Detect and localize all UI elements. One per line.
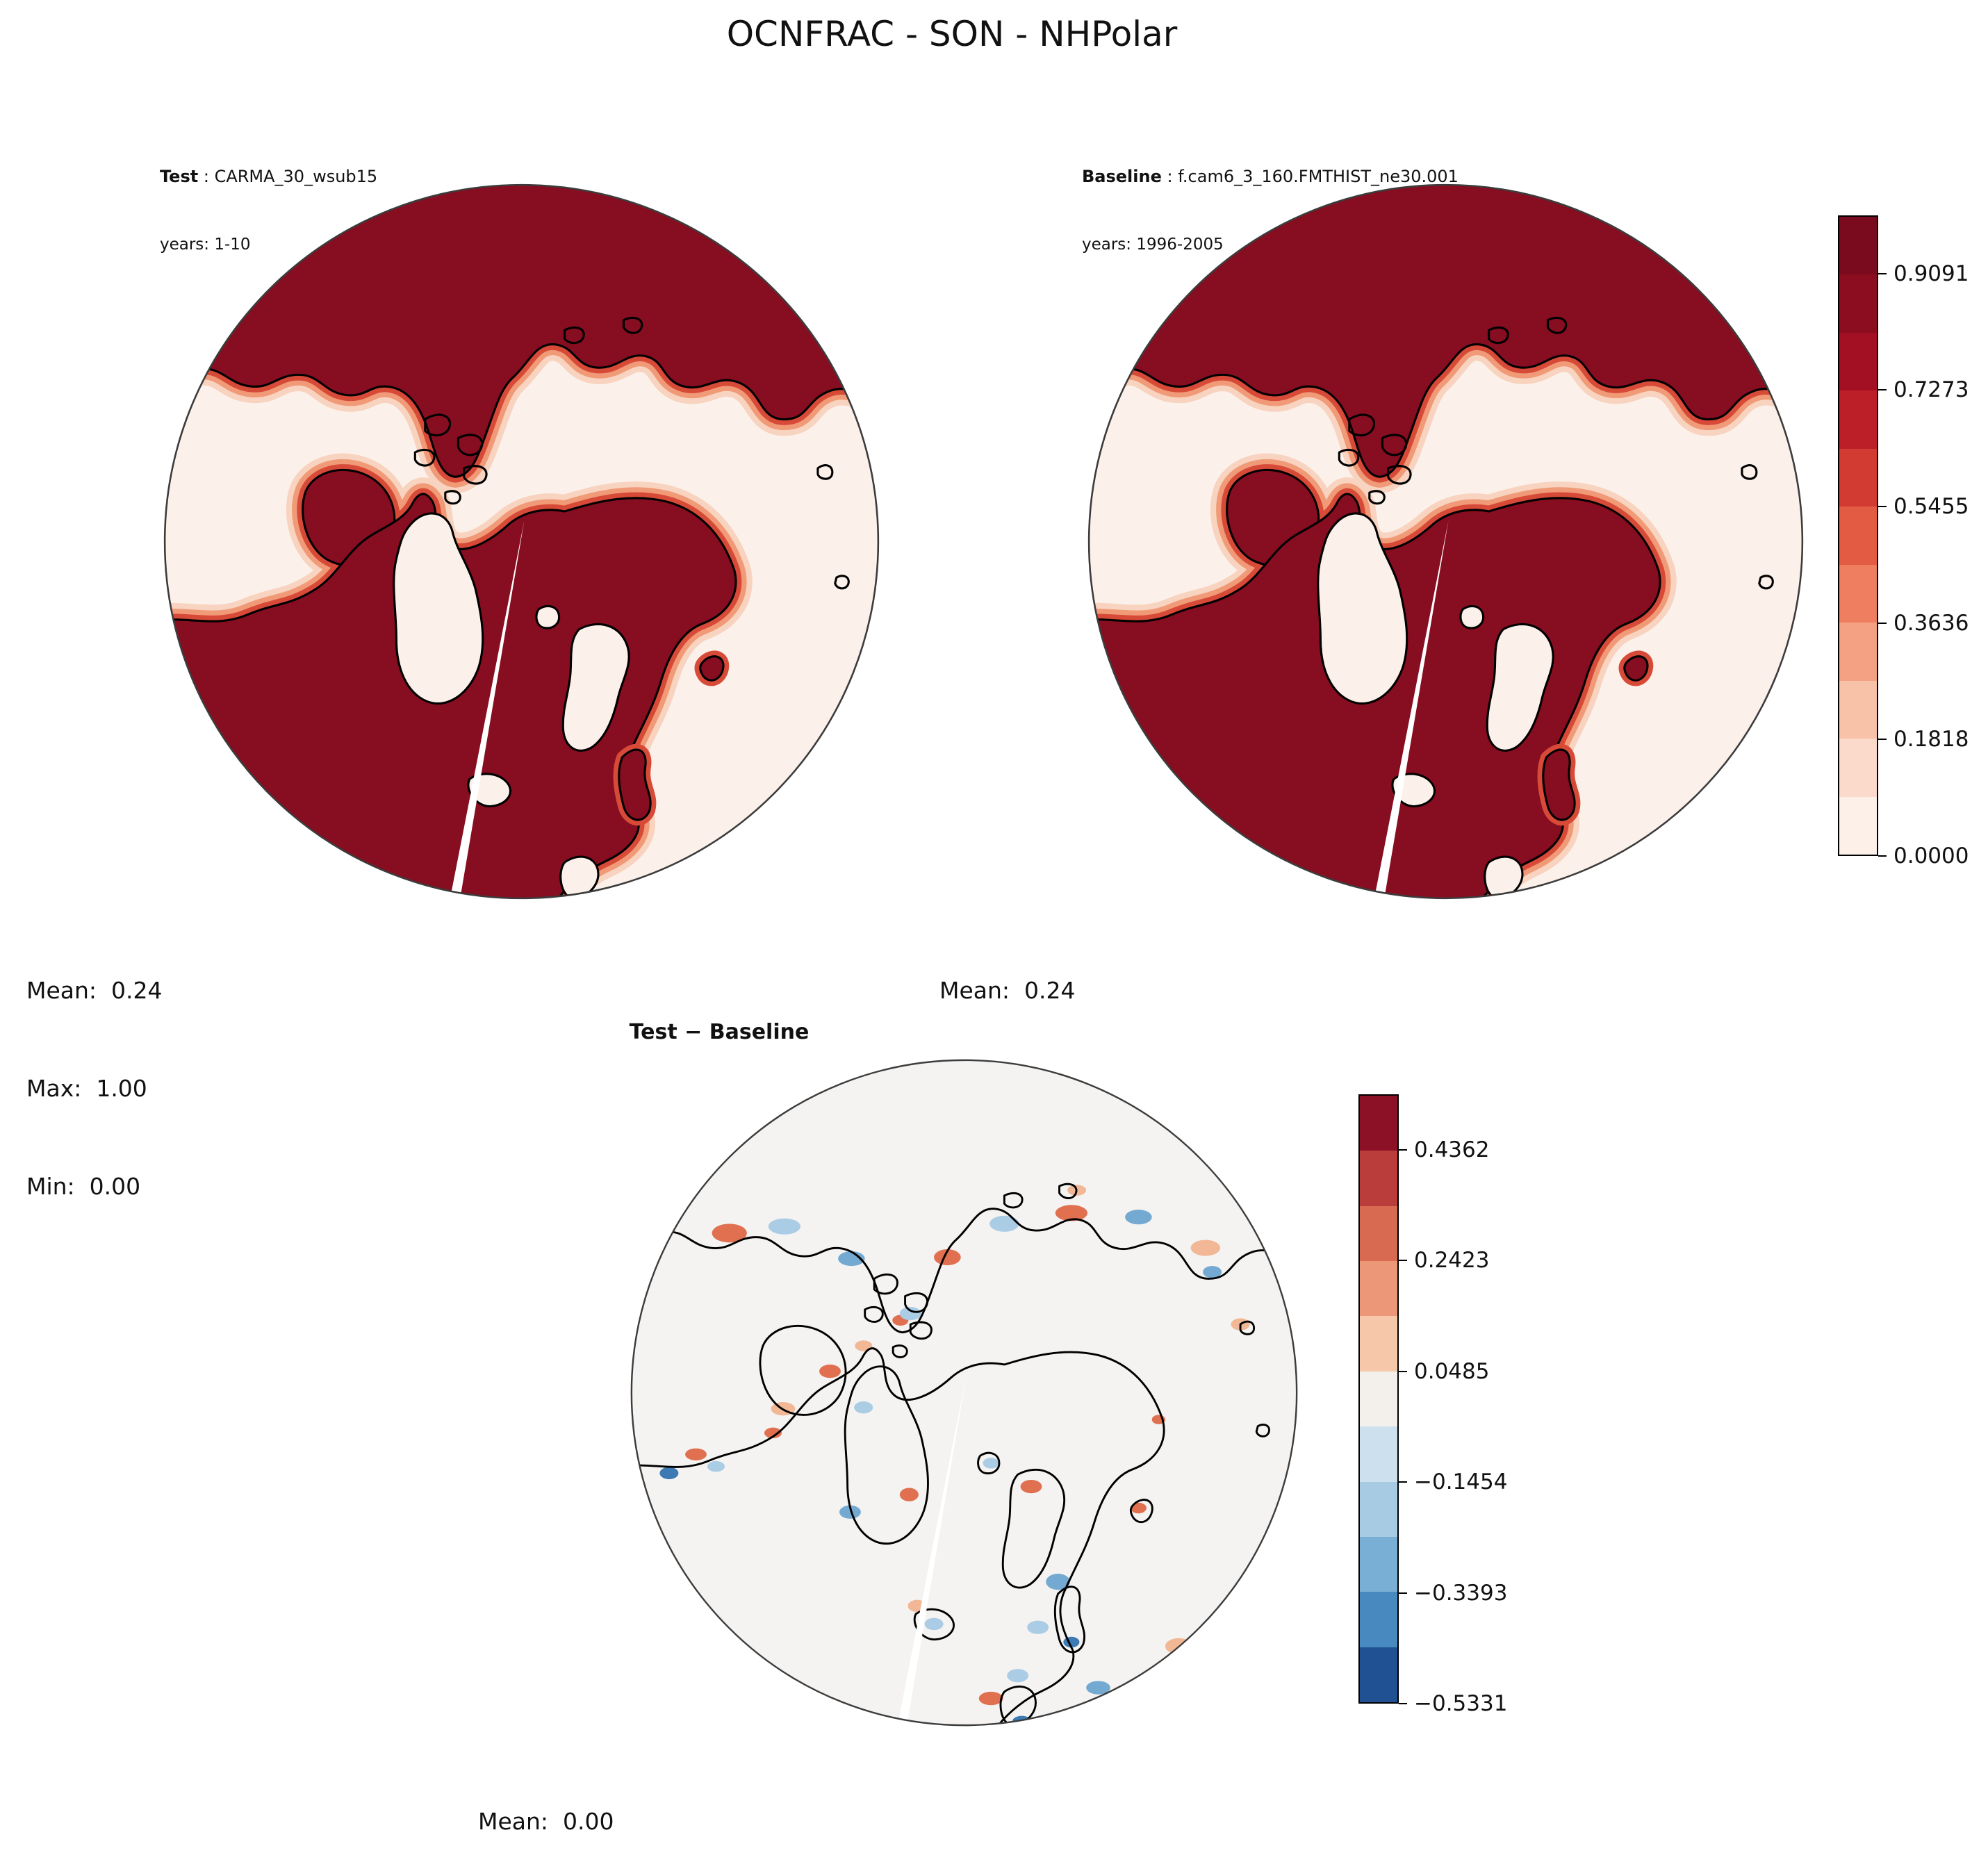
colorbar-segment: [1360, 1316, 1397, 1372]
baseline-label: Baseline: [1082, 167, 1162, 186]
colorbar-tick: [1399, 1592, 1407, 1594]
colorbar-tick-label: −0.3393: [1414, 1580, 1508, 1606]
map-border: [630, 1059, 1298, 1727]
colorbar-segment: [1839, 390, 1877, 449]
test-stats: Mean: 0.24 Max: 1.00 Min: 0.00: [26, 909, 163, 1268]
colorbar-segment: [1839, 739, 1877, 797]
stat-mean: Mean: 0.00: [478, 1808, 614, 1835]
colorbar-tick: [1399, 1260, 1407, 1262]
colorbar-segment: [1360, 1371, 1397, 1427]
baseline-map-svg: [1087, 183, 1804, 900]
colorbar-tick: [1878, 855, 1887, 857]
colorbar-tick: [1878, 739, 1887, 741]
stat-min: Min: 0.00: [26, 1173, 141, 1200]
diff-background: [631, 1060, 1297, 1726]
colorbar-tick: [1878, 389, 1887, 391]
colorbar-segment: [1360, 1151, 1397, 1206]
diff-map-svg: [630, 1059, 1298, 1727]
colorbar-tick-label: −0.5331: [1414, 1691, 1508, 1716]
colorbar-tick: [1878, 272, 1887, 274]
test-map: [162, 182, 881, 901]
colorbar-tick-label: 0.1818: [1893, 727, 1969, 752]
colorbar-tick: [1399, 1481, 1407, 1483]
colorbar-segment: [1839, 507, 1877, 565]
baseline-header: Baseline : f.cam6_3_160.FMTHIST_ne30.001…: [1082, 120, 1459, 301]
colorbar-segment: [1839, 332, 1877, 391]
colorbar-segment: [1839, 623, 1877, 681]
baseline-years: years: 1996-2005: [1082, 236, 1224, 254]
colorbar-tick-label: 0.3636: [1893, 610, 1969, 636]
diff-colorbar-labels: 0.4362 0.2423 0.0485 −0.1454 −0.3393 −0.5331: [1399, 1094, 1552, 1716]
colorbar-segment: [1360, 1647, 1397, 1702]
colorbar-segment: [1360, 1261, 1397, 1317]
colorbar-segment: [1839, 564, 1877, 623]
colorbar-tick-label: −0.1454: [1414, 1469, 1508, 1495]
colorbar-tick: [1878, 622, 1887, 624]
colorbar-segment: [1360, 1481, 1397, 1537]
diff-title: Test − Baseline: [629, 1020, 810, 1044]
baseline-map: [1086, 182, 1805, 901]
map-border: [163, 183, 880, 900]
colorbar-segment: [1360, 1096, 1397, 1151]
colorbar-tick-label: 0.5455: [1893, 494, 1969, 520]
test-case-name: : CARMA_30_wsub15: [198, 167, 378, 186]
figure-title: OCNFRAC - SON - NHPolar: [726, 14, 1178, 54]
test-label: Test: [160, 167, 199, 186]
colorbar-segment: [1839, 274, 1877, 333]
diff-colorbar: 0.4362 0.2423 0.0485 −0.1454 −0.3393 −0.5331: [1358, 1094, 1507, 1716]
main-colorbar: 0.9091 0.7273 0.5455 0.3636 0.1818 0.0000: [1838, 215, 1969, 868]
colorbar-segment: [1360, 1536, 1397, 1592]
stat-max: Max: 1.00: [26, 1075, 147, 1102]
baseline-header-line: Baseline : f.cam6_3_160.FMTHIST_ne30.001: [1082, 165, 1459, 188]
colorbar-segment: [1839, 796, 1877, 855]
stat-mean: Mean: 0.24: [26, 977, 163, 1004]
test-map-svg: [163, 183, 880, 900]
main-colorbar-labels: 0.9091 0.7273 0.5455 0.3636 0.1818 0.0000: [1878, 215, 1988, 868]
colorbar-segment: [1360, 1205, 1397, 1262]
colorbar-tick: [1878, 506, 1887, 508]
colorbar-segment: [1839, 448, 1877, 507]
colorbar-tick-label: 0.4362: [1414, 1137, 1490, 1162]
colorbar-tick: [1399, 1703, 1407, 1704]
map-border: [1087, 183, 1804, 900]
test-header: Test : CARMA_30_wsub15 years: 1-10: [160, 120, 377, 301]
colorbar-tick-label: 0.7273: [1893, 377, 1969, 403]
diff-map: [629, 1057, 1299, 1728]
test-years: years: 1-10: [160, 236, 251, 254]
baseline-case-name: : f.cam6_3_160.FMTHIST_ne30.001: [1161, 167, 1459, 186]
diff-stats: Mean: 0.00 Max: 0.37 Min: -0.53: [478, 1740, 614, 1853]
colorbar-tick-label: 0.0000: [1893, 843, 1969, 868]
colorbar-tick: [1399, 1370, 1407, 1372]
colorbar-tick-label: 0.0485: [1414, 1358, 1490, 1384]
diff-colorbar-gradient: [1358, 1094, 1399, 1704]
colorbar-tick-label: 0.9091: [1893, 261, 1969, 286]
colorbar-segment: [1839, 680, 1877, 739]
colorbar-segment: [1360, 1426, 1397, 1482]
test-header-line: Test : CARMA_30_wsub15: [160, 165, 377, 188]
main-colorbar-gradient: [1838, 215, 1878, 856]
stat-mean: Mean: 0.24: [939, 977, 1076, 1004]
colorbar-segment: [1839, 217, 1877, 275]
colorbar-segment: [1360, 1592, 1397, 1647]
colorbar-tick-label: 0.2423: [1414, 1248, 1490, 1274]
colorbar-tick: [1399, 1148, 1407, 1151]
